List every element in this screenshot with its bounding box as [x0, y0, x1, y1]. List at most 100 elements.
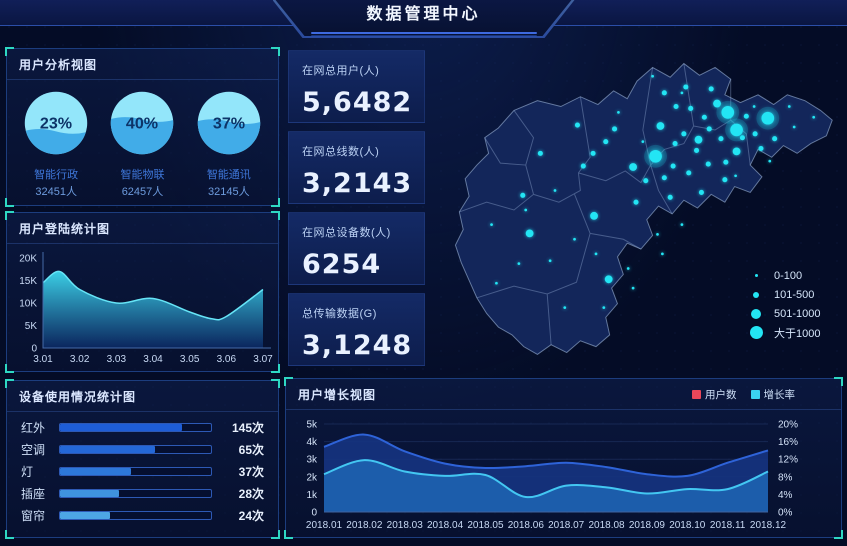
- bar-track: [59, 488, 212, 498]
- svg-text:5k: 5k: [306, 420, 318, 431]
- bar-track: [59, 510, 212, 520]
- panel-corner: [5, 530, 14, 539]
- liquid-gauge: 40%: [111, 91, 174, 155]
- map-legend-dot: [753, 291, 759, 298]
- stat-label: 总传输数据(G): [302, 308, 377, 320]
- svg-text:20%: 20%: [778, 420, 798, 431]
- svg-text:0: 0: [311, 508, 317, 519]
- panel-device-usage: 设备使用情况统计图 红外 145次 空调 65次灯 37次插座 28次窗帘 24次: [5, 379, 280, 539]
- svg-text:3k: 3k: [306, 455, 318, 466]
- bar-track: [59, 466, 212, 476]
- panel-corner: [284, 377, 293, 386]
- map-legend-item: 501-1000: [748, 304, 821, 323]
- login-area-chart: 0 5K 10K 15K 20K 3.01 3.02 3.03 3.04 3.05 3.06 3.07: [19, 252, 273, 365]
- bar-value: 65次: [238, 442, 264, 457]
- panel-corner: [271, 198, 280, 207]
- legend-item-增长率[interactable]: 增长率: [750, 387, 795, 402]
- panel-corner: [271, 530, 280, 539]
- stat-card-total-data: 总传输数据(G) 3,1248: [288, 293, 425, 366]
- gauge-row: 23% 智能行政 32451人 40% 智能物联 62457人 37% 智能通讯 32145人: [7, 80, 278, 199]
- stat-label: 在网总用户(人): [302, 65, 380, 77]
- svg-text:3.07: 3.07: [253, 354, 273, 365]
- header-underline-decor: [310, 32, 537, 34]
- page-title: 数据管理中心: [366, 6, 481, 23]
- bar-fill: [60, 511, 110, 519]
- device-bar-row: 插座 28次: [21, 482, 264, 504]
- bar-category-label: 插座: [21, 486, 46, 501]
- svg-text:8%: 8%: [778, 472, 793, 483]
- panel-corner: [834, 377, 843, 386]
- panel-login-stats: 用户登陆统计图 0 5K 10K 15K 20K 3.01 3.02 3.03 3.04 3.05…: [5, 211, 280, 373]
- stat-value: 3,2143: [302, 168, 413, 199]
- bar-fill: [60, 423, 183, 431]
- device-bar-row: 灯 37次: [21, 460, 264, 482]
- legend-swatch: [750, 390, 760, 399]
- bar-value: 37次: [238, 464, 264, 479]
- map-legend-label: 0-100: [774, 269, 803, 282]
- bar-fill: [60, 489, 119, 497]
- gauge-count: 62457人: [121, 186, 164, 198]
- svg-text:3.02: 3.02: [70, 354, 90, 365]
- svg-text:2k: 2k: [306, 472, 318, 483]
- map-legend-dot: [749, 326, 763, 339]
- map-legend-label: 101-500: [774, 288, 815, 301]
- panel-corner: [5, 47, 14, 56]
- panel-corner: [5, 379, 14, 388]
- svg-text:2018.03: 2018.03: [387, 520, 424, 531]
- liquid-gauge: 37%: [197, 91, 261, 155]
- stat-value: 3,1248: [302, 330, 413, 361]
- svg-text:23%: 23%: [40, 115, 72, 133]
- svg-text:3.01: 3.01: [33, 354, 53, 365]
- map-legend-dot: [754, 274, 758, 277]
- svg-text:1k: 1k: [306, 490, 318, 501]
- svg-text:3.03: 3.03: [107, 354, 127, 365]
- svg-text:40%: 40%: [126, 115, 158, 133]
- svg-text:2018.09: 2018.09: [629, 520, 666, 531]
- map-outline: [454, 62, 833, 356]
- map-legend-dot-box: [748, 326, 764, 339]
- map-district-borders: [459, 63, 751, 345]
- legend-label: 用户数: [705, 389, 737, 401]
- svg-text:2018.02: 2018.02: [346, 520, 383, 531]
- svg-text:5K: 5K: [25, 321, 38, 332]
- svg-text:37%: 37%: [213, 115, 245, 133]
- svg-text:0: 0: [31, 344, 37, 355]
- svg-text:2018.04: 2018.04: [427, 520, 464, 531]
- map-legend-label: 大于1000: [774, 327, 821, 340]
- legend-item-用户数[interactable]: 用户数: [692, 387, 737, 402]
- bar-fill: [60, 467, 131, 475]
- gauge-label: 智能行政: [34, 169, 79, 181]
- panel-title-device-usage: 设备使用情况统计图: [7, 381, 278, 412]
- map-dots-layer: [490, 74, 816, 309]
- stat-card-total-lines: 在网总线数(人) 3,2143: [288, 131, 425, 204]
- svg-text:2018.08: 2018.08: [588, 520, 625, 531]
- panel-user-analysis: 用户分析视图 23% 智能行政 32451人 40% 智能物联 62457人 37% 智能通讯…: [5, 47, 280, 207]
- device-bar-row: 红外 145次: [21, 416, 264, 438]
- liquid-gauge: 23%: [24, 91, 88, 155]
- svg-text:2018.11: 2018.11: [710, 520, 746, 531]
- gauge-1: 40% 智能物联 62457人: [107, 88, 177, 199]
- map-container: 0-100 101-500 501-1000 大于1000: [432, 46, 842, 372]
- panel-corner: [5, 211, 14, 220]
- map-legend-label: 501-1000: [774, 307, 821, 320]
- panel-corner: [271, 379, 280, 388]
- gauge-label: 智能通讯: [206, 169, 251, 181]
- svg-text:2018.10: 2018.10: [669, 520, 706, 531]
- svg-text:4k: 4k: [306, 437, 318, 448]
- panel-title-user-analysis: 用户分析视图: [7, 49, 278, 80]
- device-bar-row: 窗帘 24次: [21, 504, 264, 526]
- svg-text:4%: 4%: [778, 490, 793, 501]
- panel-corner: [5, 198, 14, 207]
- panel-corner: [271, 211, 280, 220]
- growth-chart-legend: 用户数 增长率: [678, 387, 795, 402]
- map-legend-dot: [751, 308, 761, 319]
- device-bar-row: 空调 65次: [21, 438, 264, 460]
- gauge-2: 37% 智能通讯 32145人: [194, 88, 264, 199]
- svg-text:2018.06: 2018.06: [508, 520, 545, 531]
- panel-corner: [5, 364, 14, 373]
- svg-text:15K: 15K: [19, 276, 37, 287]
- bar-track: [59, 422, 212, 432]
- svg-text:2018.07: 2018.07: [548, 520, 585, 531]
- bar-value: 28次: [238, 486, 264, 501]
- map-legend-item: 0-100: [748, 266, 821, 285]
